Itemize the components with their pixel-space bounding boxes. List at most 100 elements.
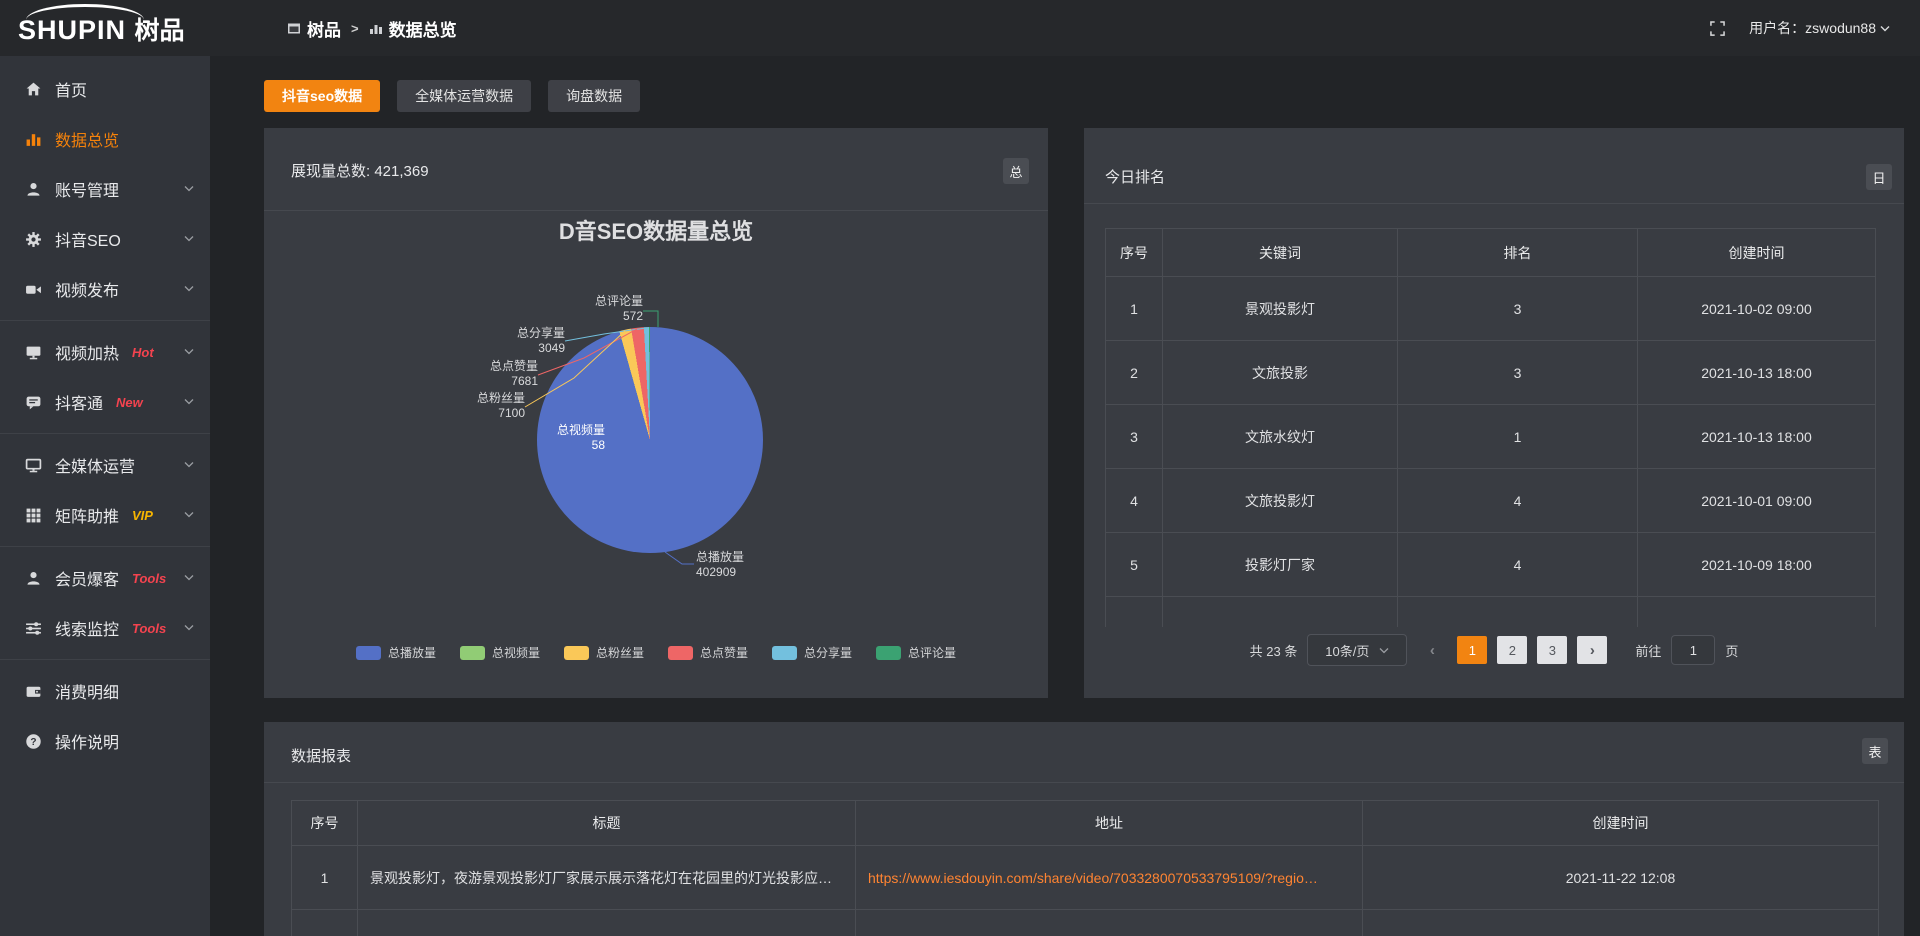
report-table: 序号 标题 地址 创建时间 1 景观投影灯，夜游景观投影灯厂家展示展示落花灯在花… (291, 800, 1879, 936)
breadcrumb-label: 树品 (307, 20, 341, 40)
cell: 4 (1105, 468, 1163, 533)
sidebar-item-label: 消费明细 (55, 685, 120, 702)
logo[interactable]: SHUPIN 树品 (18, 4, 238, 50)
legend-item-comments[interactable]: 总评论量 (876, 644, 956, 661)
sidebar-divider (0, 320, 210, 321)
sidebar-item-instructions[interactable]: ? 操作说明 (0, 716, 210, 766)
sliders-icon (25, 620, 42, 637)
tab-douyin-seo-data[interactable]: 抖音seo数据 (264, 80, 381, 112)
page-button-2[interactable]: 2 (1497, 636, 1528, 664)
user-icon (25, 181, 42, 198)
cell: 2021-10-02 09:00 (1637, 276, 1876, 341)
legend-swatch (668, 645, 693, 660)
sidebar-item-label: 全媒体运营 (55, 459, 136, 476)
sidebar-item-label: 会员爆客 (55, 572, 120, 589)
page-size-select[interactable]: 10条/页 (1307, 634, 1408, 666)
cell: 文旅水纹灯 (1162, 404, 1398, 469)
sidebar-item-label: 抖客通 (55, 396, 104, 413)
cell: 2021-10-01 09:00 (1637, 468, 1876, 533)
cell: 景观投影灯 (1162, 276, 1398, 341)
page-button-1[interactable]: 1 (1457, 636, 1488, 664)
table-row: 5 投影灯厂家 4 2021-10-09 18:00 (1105, 532, 1876, 597)
report-link[interactable]: https://www.iesdouyin.com/share/video/70… (868, 869, 1318, 886)
sidebar-item-data-overview[interactable]: 数据总览 (0, 114, 210, 164)
bar-chart-icon (25, 131, 42, 148)
new-badge: New (116, 394, 143, 410)
legend-item-videos[interactable]: 总视频量 (459, 644, 540, 661)
overview-panel: 展现量总数: 421,369 总 D音SEO数据量总览 总评论量 572 总分享… (264, 128, 1048, 698)
cell: 5 (1105, 532, 1163, 597)
page-button-3[interactable]: 3 (1537, 636, 1568, 664)
next-page-button[interactable]: › (1577, 636, 1608, 664)
tab-media-operation-data[interactable]: 全媒体运营数据 (397, 80, 532, 112)
sidebar-item-video-publish[interactable]: 视频发布 (0, 264, 210, 314)
impressions-total: 展现量总数: 421,369 (291, 163, 429, 180)
chevron-down-icon (184, 511, 194, 518)
window-icon (287, 22, 301, 35)
day-badge-button[interactable]: 日 (1866, 164, 1892, 190)
bar-chart-icon (369, 22, 383, 35)
sidebar-item-label: 数据总览 (55, 133, 120, 150)
legend-swatch (563, 645, 589, 660)
chevron-down-icon (184, 624, 194, 631)
ranking-table: 序号 关键词 排名 创建时间 1 景观投影灯 3 2021-10-02 09:0… (1105, 228, 1876, 627)
cell: 景观投影灯，夜游景观投影灯厂家展示展示落花灯在花园里的灯光投影应用效果 # (357, 845, 856, 910)
user-menu[interactable]: 用户名：zswodun88 (1749, 18, 1890, 38)
sidebar-item-media-operation[interactable]: 全媒体运营 (0, 440, 210, 490)
goto-page-input[interactable] (1671, 635, 1716, 665)
wallet-icon (25, 683, 42, 700)
pie-label-likes: 总点赞量 7681 (489, 359, 538, 388)
legend-item-plays[interactable]: 总播放量 (355, 644, 436, 661)
screen-play-icon (25, 344, 42, 361)
column-header: 关键词 (1162, 228, 1398, 277)
legend-swatch (876, 645, 902, 660)
sidebar-item-home[interactable]: 首页 (0, 64, 210, 114)
legend-item-fans[interactable]: 总粉丝量 (563, 644, 644, 661)
sidebar-item-consumption[interactable]: 消费明细 (0, 666, 210, 716)
leader-line-plays (664, 551, 694, 565)
breadcrumb-label: 数据总览 (388, 20, 457, 40)
legend-item-likes[interactable]: 总点赞量 (668, 644, 748, 661)
sidebar-item-member-burst[interactable]: 会员爆客 Tools (0, 553, 210, 603)
sidebar-item-account[interactable]: 账号管理 (0, 164, 210, 214)
sidebar-divider (0, 433, 210, 434)
sidebar-item-video-heat[interactable]: 视频加热 Hot (0, 327, 210, 377)
panel-divider (264, 210, 1048, 211)
cell: 2021-10-13 18:00 (1637, 340, 1876, 405)
goto-label: 前往 (1635, 643, 1662, 659)
grid-icon (25, 507, 42, 524)
help-circle-icon: ? (25, 733, 42, 750)
table-row: 2 文旅投影 3 2021-10-13 18:00 (1105, 340, 1876, 405)
ranking-title: 今日排名 (1105, 169, 1166, 186)
total-badge-button[interactable]: 总 (1003, 158, 1029, 184)
logo-cjk-text: 树品 (134, 17, 185, 45)
member-icon (25, 570, 42, 587)
breadcrumb-home[interactable]: 树品 (287, 16, 341, 41)
sidebar-item-doukertong[interactable]: 抖客通 New (0, 377, 210, 427)
tab-inquiry-data[interactable]: 询盘数据 (548, 80, 641, 112)
table-badge-button[interactable]: 表 (1862, 738, 1888, 764)
sidebar-item-label: 操作说明 (55, 735, 120, 752)
cell: 3 (1397, 340, 1638, 405)
cell: 1 (291, 845, 358, 910)
video-camera-icon (25, 281, 42, 298)
fullscreen-icon[interactable] (1710, 20, 1725, 36)
column-header: 创建时间 (1362, 800, 1879, 846)
prev-page-button[interactable]: ‹ (1429, 641, 1435, 659)
sidebar-item-douyin-seo[interactable]: 抖音SEO (0, 214, 210, 264)
table-row-partial (291, 909, 1879, 936)
sidebar-item-label: 矩阵助推 (55, 509, 120, 526)
cell: 2021-10-09 18:00 (1637, 532, 1876, 597)
pie-label-comments: 总评论量 572 (594, 294, 643, 323)
chevron-down-icon (184, 461, 194, 468)
pie-label-shares: 总分享量 3049 (516, 326, 565, 355)
breadcrumb-current[interactable]: 数据总览 (369, 16, 457, 41)
topbar-right: 用户名：zswodun88 (1710, 0, 1890, 56)
cell: 文旅投影灯 (1162, 468, 1398, 533)
legend-item-shares[interactable]: 总分享量 (772, 644, 852, 661)
sidebar-item-label: 视频发布 (55, 283, 120, 300)
sidebar-item-lead-monitor[interactable]: 线索监控 Tools (0, 603, 210, 653)
legend-swatch (355, 645, 381, 660)
legend-swatch (772, 645, 798, 660)
sidebar-item-matrix-boost[interactable]: 矩阵助推 VIP (0, 490, 210, 540)
